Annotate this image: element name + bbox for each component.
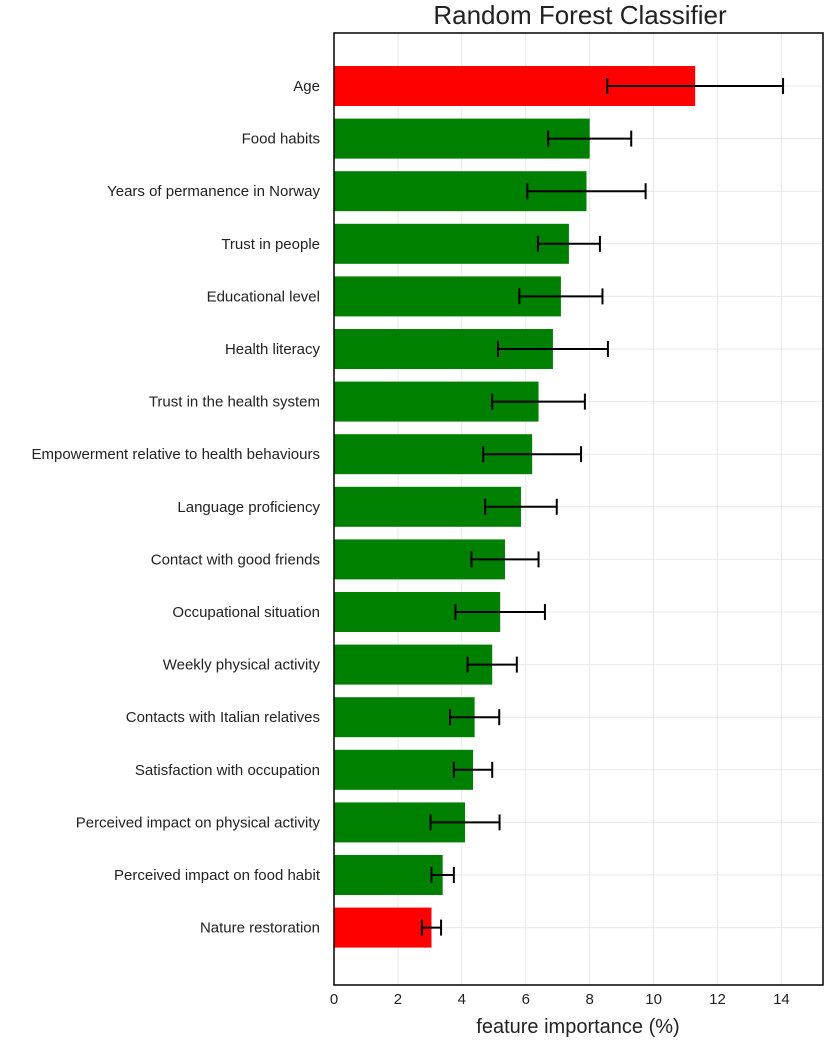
bar-layer	[334, 66, 696, 948]
error-bar	[606, 78, 785, 94]
y-tick-label: Age	[293, 78, 320, 95]
y-tick-label: Years of permanence in Norway	[107, 183, 320, 200]
y-tick-label: Health literacy	[225, 341, 321, 358]
bar	[334, 223, 569, 264]
bar	[334, 907, 432, 948]
error-bar	[536, 235, 601, 252]
x-tick-label: 14	[773, 991, 790, 1008]
x-tick-labels: 0 2 4 6 8 10 12 14	[330, 991, 790, 1008]
x-axis-label: feature importance (%)	[476, 1016, 679, 1038]
error-bar	[491, 393, 586, 410]
y-tick-label: Contact with good friends	[151, 551, 320, 568]
error-bar	[449, 709, 501, 726]
y-tick-labels: Age Food habits Years of permanence in Nor…	[32, 78, 321, 937]
error-bar	[496, 341, 609, 357]
error-bar	[429, 814, 501, 831]
y-tick-label: Nature restoration	[200, 920, 320, 937]
bar	[334, 749, 474, 790]
y-tick-label: Weekly physical activity	[163, 657, 321, 674]
y-tick-label: Occupational situation	[172, 604, 320, 621]
error-bar-layer	[420, 78, 785, 936]
y-tick-label: Trust in people	[221, 236, 320, 253]
error-bar	[547, 130, 633, 147]
error-bar	[466, 656, 518, 673]
y-tick-label: Trust in the health system	[149, 394, 320, 411]
y-tick-label: Language proficiency	[177, 499, 320, 516]
error-bar	[454, 604, 546, 620]
y-tick-label: Satisfaction with occupation	[135, 762, 320, 779]
error-bar	[518, 288, 604, 305]
plot-frame	[333, 32, 824, 986]
y-tick-label: Empowerment relative to health behaviour…	[32, 446, 321, 463]
y-tick-label: Food habits	[242, 131, 320, 148]
error-bar	[420, 919, 443, 936]
x-tick-label: 2	[394, 991, 402, 1008]
chart-title: Random Forest Classifier	[433, 0, 727, 30]
y-tick-label: Educational level	[207, 288, 320, 305]
error-bar	[452, 761, 494, 778]
x-tick-label: 0	[330, 991, 338, 1008]
bar	[334, 644, 493, 685]
error-bar	[484, 498, 558, 515]
error-bar	[526, 183, 647, 200]
x-tick-label: 6	[522, 991, 530, 1008]
x-tick-label: 4	[458, 991, 466, 1008]
bar	[334, 118, 590, 159]
error-bar	[482, 446, 583, 463]
y-tick-label: Perceived impact on food habit	[114, 867, 321, 884]
x-tick-label: 12	[709, 991, 726, 1008]
bar	[334, 855, 443, 895]
error-bar	[430, 867, 455, 883]
x-tick-label: 10	[645, 991, 662, 1008]
error-bar	[470, 551, 540, 568]
y-tick-label: Perceived impact on physical activity	[76, 814, 321, 831]
x-tick-label: 8	[586, 991, 594, 1008]
y-tick-label: Contacts with Italian relatives	[126, 709, 320, 726]
